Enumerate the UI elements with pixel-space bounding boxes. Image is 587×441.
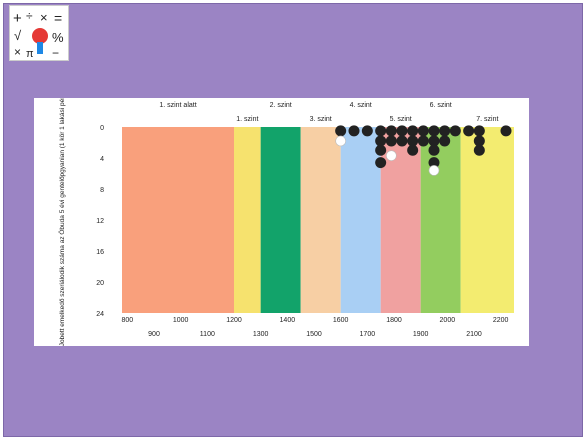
level-band-label: 7. szint: [476, 116, 498, 123]
open-dot: [386, 151, 396, 161]
x-tick-label: 2000: [440, 317, 456, 324]
level-band: [461, 127, 514, 313]
x-tick-label: 800: [121, 317, 133, 324]
level-band-label: 5. szint: [390, 116, 412, 123]
y-tick-label: 0: [100, 125, 104, 132]
svg-text:−: −: [52, 46, 59, 60]
y-tick-label: 24: [96, 311, 104, 318]
level-band-label: 4. szint: [350, 102, 372, 109]
x-tick-label: 1500: [306, 331, 322, 338]
x-tick-label: 1600: [333, 317, 349, 324]
filled-dot: [474, 145, 485, 156]
x-tick-label: 1000: [173, 317, 189, 324]
level-band-labels: 1. szint alatt 1. szint 2. szint 3. szint 4.…: [159, 102, 498, 123]
svg-text:√: √: [14, 28, 22, 43]
filled-dot: [397, 135, 408, 146]
band-dot-chart: 1. szint alatt 1. szint 2. szint 3. szint 4.…: [34, 98, 529, 346]
x-tick-label: 1900: [413, 331, 429, 338]
y-axis-label: Jobett emelkedő szeriálodik száma az Óbu…: [57, 98, 66, 346]
filled-dot: [335, 125, 346, 136]
filled-dot: [418, 135, 429, 146]
y-tick-label: 20: [96, 280, 104, 287]
filled-dot: [439, 135, 450, 146]
level-band-label: 3. szint: [310, 116, 332, 123]
x-tick-label: 1100: [200, 331, 215, 338]
math-symbols-clipart-icon: + ÷ × = √ % × π −: [10, 6, 68, 60]
filled-dot: [429, 125, 440, 136]
x-tick-label: 2200: [493, 317, 509, 324]
filled-dot: [439, 125, 450, 136]
level-band: [301, 127, 341, 313]
x-tick-label: 900: [148, 331, 160, 338]
x-tick-label: 2100: [466, 331, 482, 338]
y-tick-label: 8: [100, 187, 104, 194]
svg-text:×: ×: [40, 10, 48, 25]
filled-dot: [407, 125, 418, 136]
filled-dot: [349, 125, 360, 136]
svg-text:%: %: [52, 30, 64, 45]
filled-dot: [375, 157, 386, 168]
svg-text:π: π: [26, 48, 34, 60]
level-band-label: 6. szint: [430, 102, 452, 109]
chart-panel: 1. szint alatt 1. szint 2. szint 3. szint 4.…: [34, 98, 529, 346]
level-band-label: 1. szint: [236, 116, 258, 123]
filled-dot: [386, 135, 397, 146]
level-band-label: 1. szint alatt: [159, 102, 196, 109]
filled-dot: [386, 125, 397, 136]
level-band: [261, 127, 301, 313]
x-tick-label: 1400: [280, 317, 296, 324]
level-band: [234, 127, 261, 313]
svg-text:+: +: [13, 10, 22, 27]
open-dot: [429, 165, 439, 175]
x-tick-label: 1700: [360, 331, 376, 338]
x-tick-label: 1200: [226, 317, 242, 324]
y-tick-label: 12: [96, 218, 104, 225]
filled-dot: [397, 125, 408, 136]
level-band: [421, 127, 461, 313]
filled-dot: [418, 125, 429, 136]
x-tick-label: 1300: [253, 331, 269, 338]
x-tick-label: 1800: [386, 317, 402, 324]
level-band: [341, 127, 381, 313]
open-dot: [336, 136, 346, 146]
svg-text:×: ×: [14, 45, 21, 59]
filled-dot: [407, 145, 418, 156]
level-band: [122, 127, 234, 313]
svg-text:=: =: [54, 10, 62, 26]
level-band-label: 2. szint: [270, 102, 292, 109]
filled-dot: [375, 145, 386, 156]
filled-dot: [501, 125, 512, 136]
filled-dot: [474, 125, 485, 136]
math-clipart-logo: + ÷ × = √ % × π −: [9, 5, 69, 61]
y-tick-label: 16: [96, 249, 104, 256]
filled-dot: [362, 125, 373, 136]
filled-dot: [450, 125, 461, 136]
svg-text:÷: ÷: [26, 9, 33, 23]
filled-dot: [375, 125, 386, 136]
y-axis: 0 4 8 12 16 20 24: [96, 125, 104, 318]
level-bands: [122, 127, 514, 313]
x-axis: 800 1000 1200 1400 1600 1800 2000 2200 900 1100 13…: [121, 317, 508, 338]
filled-dot: [429, 145, 440, 156]
y-tick-label: 4: [100, 156, 104, 163]
filled-dot: [463, 125, 474, 136]
